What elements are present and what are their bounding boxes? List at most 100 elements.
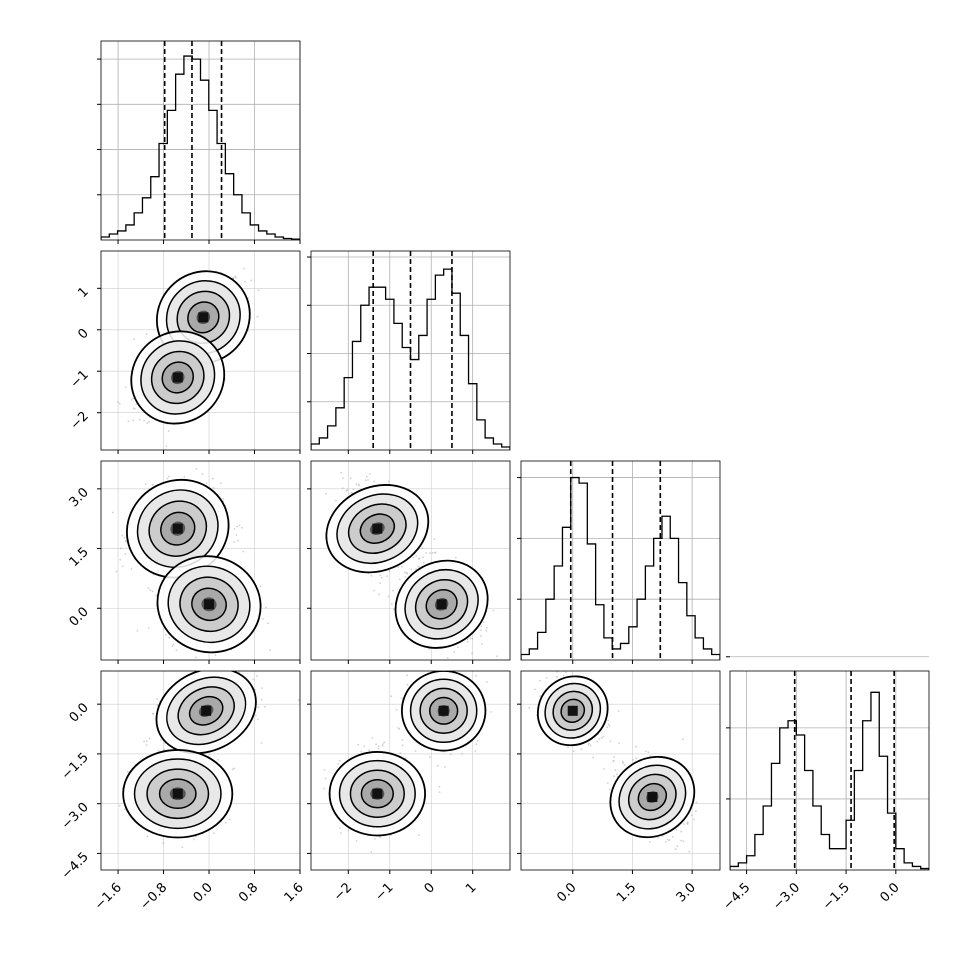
sample-point [339, 832, 342, 834]
sample-point [469, 637, 472, 640]
sample-point [434, 551, 437, 554]
sample-point [152, 712, 155, 715]
sample-point [395, 708, 398, 711]
sample-point [135, 403, 138, 406]
sample-point [401, 739, 404, 741]
sample-point [471, 652, 473, 655]
sample-point [423, 663, 425, 665]
sample-point [146, 422, 149, 424]
sample-point [151, 712, 154, 715]
sample-point [429, 756, 431, 758]
sample-point [444, 766, 446, 768]
sample-point [269, 649, 272, 651]
sample-point [335, 499, 337, 502]
sample-point [121, 534, 124, 537]
sample-point [130, 399, 133, 401]
sample-point [252, 678, 255, 681]
sample-point [390, 695, 393, 698]
sample-point [397, 566, 400, 568]
sample-point [485, 629, 488, 632]
pair-panel-2-0 [96, 460, 301, 664]
sample-point [417, 565, 419, 568]
sample-point [235, 276, 237, 279]
hist-step-line [101, 55, 300, 240]
sample-point [421, 547, 424, 550]
plot-layer: −1.6 −0.8 0.0 0.8 1.6 −2 −1 0 1 0.0 1.5 3.0 −4.5 −3.0… [59, 40, 930, 913]
sample-point [124, 553, 127, 555]
sample-point [96, 536, 98, 538]
sample-point [449, 665, 451, 667]
sample-point [454, 556, 457, 559]
sample-point [474, 750, 477, 752]
sample-point [175, 649, 178, 652]
sample-point [233, 767, 236, 770]
sample-point [238, 524, 241, 527]
sample-point [145, 744, 148, 746]
sample-point [151, 483, 154, 486]
pair-content [101, 662, 300, 870]
sample-point [132, 419, 135, 422]
sample-point [380, 576, 383, 579]
sample-point [378, 593, 380, 596]
sample-point [208, 669, 210, 671]
sample-point [236, 525, 239, 528]
sample-point [342, 441, 344, 443]
sample-point [157, 749, 160, 752]
sample-point [117, 401, 119, 403]
sample-point [340, 471, 343, 474]
sample-point [341, 487, 344, 490]
sample-point [143, 419, 146, 422]
sample-point [118, 805, 121, 807]
sample-point [417, 558, 420, 560]
sample-point [233, 528, 236, 530]
sample-point [446, 657, 449, 659]
sample-point [123, 536, 126, 539]
sample-point [479, 629, 482, 632]
sample-point [404, 571, 406, 574]
sample-point [466, 638, 469, 641]
sample-point [165, 445, 168, 447]
sample-point [149, 589, 152, 592]
sample-point [125, 540, 127, 543]
sample-point [214, 654, 217, 657]
sample-point [242, 550, 245, 553]
sample-point [453, 651, 456, 653]
sample-point [201, 473, 204, 476]
sample-point [398, 728, 401, 730]
sample-point [166, 477, 169, 480]
sample-point [415, 554, 417, 557]
sample-point [138, 419, 141, 421]
sample-point [412, 556, 415, 559]
sample-point [194, 656, 197, 659]
hist-step-line [730, 691, 929, 870]
hist-panel-1 [307, 250, 511, 454]
sample-point [156, 698, 159, 700]
sample-point [119, 547, 122, 550]
sample-point [160, 739, 162, 741]
sample-point [387, 480, 390, 483]
sample-point [370, 574, 373, 577]
sample-point [254, 714, 257, 717]
sample-point [212, 832, 215, 835]
sample-point [422, 556, 424, 559]
sample-point [379, 574, 382, 577]
sample-point [486, 681, 488, 683]
sample-point [386, 575, 388, 578]
sample-point [482, 621, 485, 623]
sample-point [352, 488, 355, 491]
sample-point [223, 662, 225, 664]
sample-point [405, 571, 408, 574]
sample-point [475, 743, 478, 746]
sample-point [481, 643, 483, 646]
sample-point [121, 565, 124, 568]
sample-point [461, 752, 463, 755]
sample-point [267, 622, 269, 625]
sample-point [414, 750, 417, 752]
sample-point [467, 641, 469, 643]
sample-point [261, 618, 264, 620]
pair-content [96, 461, 300, 660]
sample-point [480, 635, 482, 637]
sample-point [364, 479, 367, 482]
sample-point [145, 740, 148, 743]
